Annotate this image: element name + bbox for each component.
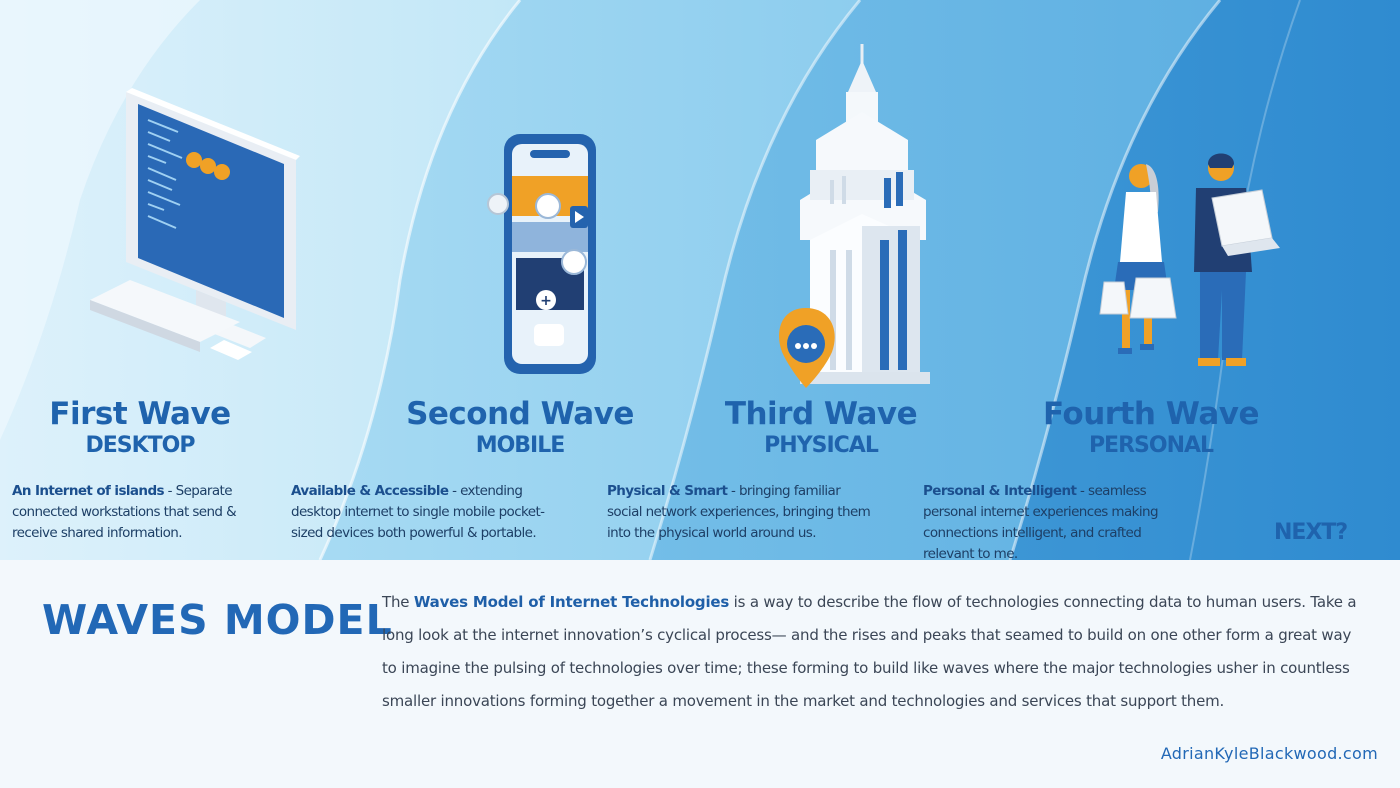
wave-title: Third Wave <box>724 396 918 432</box>
wave-description-third: Physical & Smart - bringing familiar soc… <box>607 481 877 544</box>
wave-description-second: Available & Accessible - extending deskt… <box>291 481 561 544</box>
waves-hero: + <box>0 0 1400 560</box>
model-highlight: Waves Model of Internet Technologies <box>413 593 730 611</box>
wave-subtitle: PHYSICAL <box>764 433 879 458</box>
next-label: NEXT? <box>1274 520 1348 545</box>
smartphone-icon: + <box>487 134 596 374</box>
wave-heading-fourth: Fourth Wave PERSONAL <box>1036 396 1266 460</box>
model-body: is a way to describe the flow of technol… <box>382 593 1357 710</box>
wave-bands: + <box>0 0 1400 560</box>
wave-heading-first: First Wave DESKTOP <box>40 396 240 460</box>
skyscraper-icon <box>800 44 930 384</box>
wave-separator: - <box>727 483 739 499</box>
wave-title: Fourth Wave <box>1043 396 1260 432</box>
wave-separator: - <box>163 483 176 499</box>
model-title: WAVES MODEL <box>42 596 393 644</box>
wave-text: extending desktop internet to single mob… <box>291 483 545 541</box>
wave-separator: - <box>448 483 461 499</box>
wave-title: First Wave <box>49 396 231 432</box>
desktop-computer-icon <box>90 88 300 360</box>
wave-lead: Physical & Smart <box>607 483 728 499</box>
location-pin-icon <box>779 308 835 388</box>
wave-lead: Available & Accessible <box>291 483 449 499</box>
wave-text: bringing familiar social network experie… <box>607 483 871 541</box>
wave-title: Second Wave <box>406 396 634 432</box>
model-section: WAVES MODEL The Waves Model of Internet … <box>0 560 1400 788</box>
people-icon <box>1099 153 1280 366</box>
wave-description-first: An Internet of islands - Separate connec… <box>12 481 237 544</box>
wave-lead: An Internet of islands <box>12 483 165 499</box>
wave-lead: Personal & Intelligent <box>923 483 1077 499</box>
wave-subtitle: DESKTOP <box>85 433 195 458</box>
wave-heading-third: Third Wave PHYSICAL <box>716 396 926 460</box>
wave-subtitle: MOBILE <box>475 433 566 458</box>
site-link[interactable]: AdrianKyleBlackwood.com <box>1160 744 1378 763</box>
wave-text: seamless personal internet experiences m… <box>923 483 1159 560</box>
wave-description-fourth: Personal & Intelligent - seamless person… <box>923 481 1193 560</box>
model-intro: The <box>382 593 414 611</box>
model-description: The Waves Model of Internet Technologies… <box>382 586 1362 718</box>
wave-text: Separate connected workstations that sen… <box>12 483 237 541</box>
wave-heading-second: Second Wave MOBILE <box>400 396 640 460</box>
wave-subtitle: PERSONAL <box>1088 433 1214 458</box>
svg-text:+: + <box>540 293 552 309</box>
wave-separator: - <box>1076 483 1089 499</box>
